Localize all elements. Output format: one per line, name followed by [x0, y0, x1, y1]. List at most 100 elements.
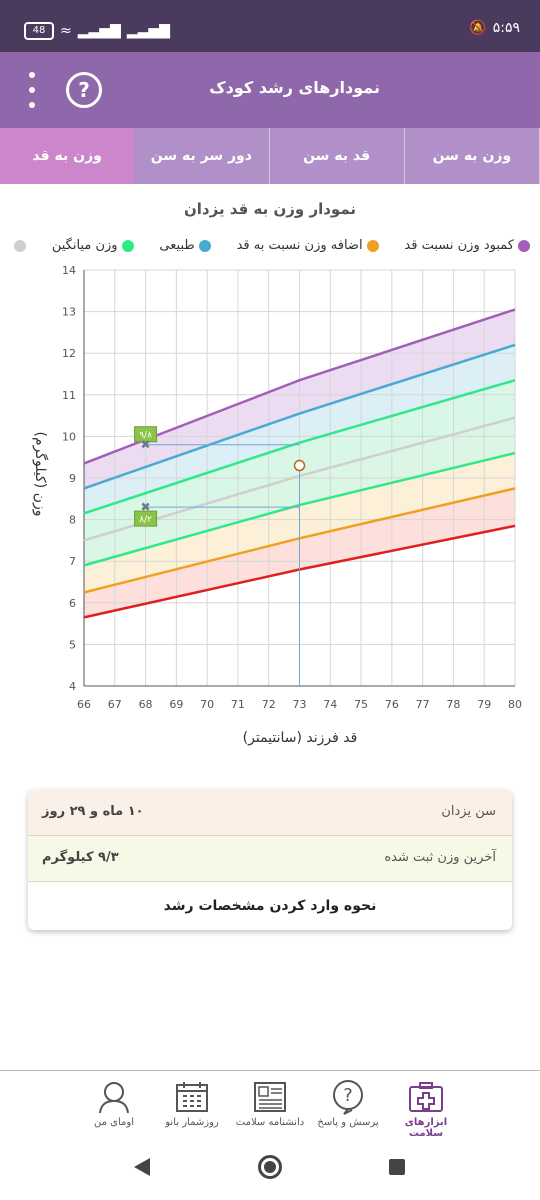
- nav-calendar[interactable]: روزشمار بانو: [153, 1071, 231, 1142]
- legend-label: وزن میانگین: [51, 238, 118, 253]
- legend-item-normal: طبیعی: [159, 238, 211, 253]
- x-tick-label: 68: [139, 698, 153, 711]
- chart-legend: کمبود وزن نسبت قد اضافه وزن نسبت به قد ط…: [10, 238, 530, 253]
- x-marker-icon: ✖: [141, 500, 151, 514]
- user-avatar-icon: [75, 1077, 153, 1117]
- clock: ۵:۵۹: [492, 20, 520, 36]
- x-tick-label: 66: [77, 698, 91, 711]
- nav-encyclopedia[interactable]: دانشنامه سلامت: [231, 1071, 309, 1142]
- x-tick-label: 74: [323, 698, 337, 711]
- nav-label: اومای من: [94, 1117, 134, 1128]
- legend-item-grey: [10, 238, 26, 253]
- legend-dot: [14, 239, 26, 252]
- x-tick-label: 69: [169, 698, 183, 711]
- y-axis-label: وزن (کیلوگرم): [32, 432, 49, 517]
- recent-apps-icon[interactable]: [389, 1159, 405, 1175]
- legend-dot: [366, 239, 379, 252]
- home-icon[interactable]: [258, 1155, 282, 1179]
- bottom-nav: ابزارهای سلامت ? پرسش و پاسخ دانشنامه سل…: [0, 1070, 540, 1142]
- howto-button[interactable]: نحوه وارد کردن مشخصات رشد: [163, 898, 377, 914]
- x-tick-label: 73: [293, 698, 307, 711]
- svg-text:?: ?: [343, 1085, 353, 1106]
- status-bar: 48 ≈ ▂▃▅▇ ▂▃▅▇ 🔕 ۵:۵۹: [0, 0, 540, 52]
- series-line-1: [83, 343, 516, 490]
- x-tick-label: 72: [262, 698, 276, 711]
- y-tick-label: 8: [69, 514, 76, 527]
- nav-label: روزشمار بانو: [165, 1117, 219, 1128]
- nav-profile[interactable]: اومای من: [75, 1071, 153, 1142]
- nav-label: پرسش و پاسخ: [317, 1117, 379, 1128]
- y-tick-label: 5: [69, 638, 76, 651]
- marker-badge: [134, 426, 158, 443]
- tab-height-for-age[interactable]: قد به سن: [269, 128, 405, 184]
- help-button[interactable]: ?: [66, 72, 102, 108]
- x-tick-label: 76: [385, 698, 399, 711]
- age-value: ۱۰ ماه و ۲۹ روز: [42, 804, 144, 819]
- y-tick-label: 4: [69, 680, 76, 693]
- y-tick-label: 14: [62, 264, 76, 277]
- nav-health-tools[interactable]: ابزارهای سلامت: [387, 1071, 465, 1142]
- x-tick-label: 80: [508, 698, 522, 711]
- page-title: نمودارهای رشد کودک: [209, 78, 380, 97]
- x-marker-icon: ✖: [141, 438, 151, 452]
- x-tick-label: 71: [231, 698, 245, 711]
- legend-label: اضافه وزن نسبت به قد: [236, 238, 363, 253]
- y-tick-label: 12: [62, 347, 76, 360]
- status-left: 48 ≈ ▂▃▅▇ ▂▃▅▇: [24, 22, 170, 40]
- y-tick-label: 7: [69, 555, 76, 568]
- legend-dot: [518, 239, 530, 252]
- chart-title: نمودار وزن به قد یزدان: [183, 200, 357, 218]
- age-row: سن یزدان ۱۰ ماه و ۲۹ روز: [28, 790, 512, 836]
- y-tick-label: 9: [69, 472, 76, 485]
- x-tick-label: 77: [416, 698, 430, 711]
- current-point-marker: [293, 459, 306, 472]
- back-icon[interactable]: [134, 1158, 150, 1176]
- question-bubble-icon: ?: [309, 1077, 387, 1117]
- legend-label: طبیعی: [159, 238, 195, 253]
- weight-value: ۹/۳ کیلوگرم: [42, 850, 119, 865]
- bell-muted-icon: 🔕: [469, 20, 487, 36]
- legend-item-average: وزن میانگین: [52, 238, 134, 253]
- x-tick-label: 70: [200, 698, 214, 711]
- y-tick-label: 10: [62, 430, 76, 443]
- x-axis-label: قد فرزند (سانتیمتر): [243, 730, 358, 746]
- first-aid-kit-icon: [387, 1077, 465, 1117]
- legend-item-underweight: کمبود وزن نسبت قد: [404, 238, 530, 253]
- y-tick-label: 11: [62, 389, 76, 402]
- nav-qa[interactable]: ? پرسش و پاسخ: [309, 1071, 387, 1142]
- tab-weight-for-age[interactable]: وزن به سن: [404, 128, 540, 184]
- x-tick-label: 78: [446, 698, 460, 711]
- legend-label: کمبود وزن نسبت قد: [404, 238, 514, 253]
- marker-label: ۸/۲: [139, 515, 152, 525]
- y-tick-label: 13: [62, 306, 76, 319]
- marker-badge: [134, 510, 158, 527]
- marker-label: ۹/۸: [139, 431, 152, 441]
- series-line-2: [83, 379, 516, 515]
- info-card: سن یزدان ۱۰ ماه و ۲۹ روز آخرین وزن ثبت ش…: [28, 790, 512, 930]
- wifi-icon: ≈: [60, 23, 72, 39]
- signal-icon: ▂▃▅▇: [77, 23, 121, 39]
- y-tick-label: 6: [69, 597, 76, 610]
- tab-weight-for-height[interactable]: وزن به قد: [0, 128, 135, 184]
- overflow-menu-icon[interactable]: [22, 72, 42, 108]
- nav-label: ابزارهای سلامت: [404, 1117, 448, 1139]
- battery-icon: 48: [24, 22, 54, 40]
- encyclopedia-icon: [231, 1077, 309, 1117]
- nav-label: دانشنامه سلامت: [235, 1117, 305, 1128]
- legend-dot: [198, 239, 211, 252]
- signal-icon-2: ▂▃▅▇: [126, 23, 170, 39]
- tab-head-for-age[interactable]: دور سر به سن: [134, 128, 270, 184]
- legend-item-overweight: اضافه وزن نسبت به قد: [237, 238, 379, 253]
- weight-row: آخرین وزن ثبت شده ۹/۳ کیلوگرم: [28, 836, 512, 882]
- x-tick-label: 79: [477, 698, 491, 711]
- age-label: سن یزدان: [441, 804, 496, 819]
- status-right: 🔕 ۵:۵۹: [469, 20, 520, 36]
- legend-dot: [121, 239, 134, 252]
- calendar-icon: [153, 1077, 231, 1117]
- x-tick-label: 75: [354, 698, 368, 711]
- weight-label: آخرین وزن ثبت شده: [384, 850, 496, 865]
- x-tick-label: 67: [108, 698, 122, 711]
- growth-chart: 66 67 68 69 70 71 72 73 74 75 76 77 78 79 804567891011…: [32, 264, 522, 746]
- system-nav-bar: [0, 1142, 540, 1200]
- tab-bar: وزن به سن قد به سن دور سر به سن وزن به ق…: [0, 128, 540, 184]
